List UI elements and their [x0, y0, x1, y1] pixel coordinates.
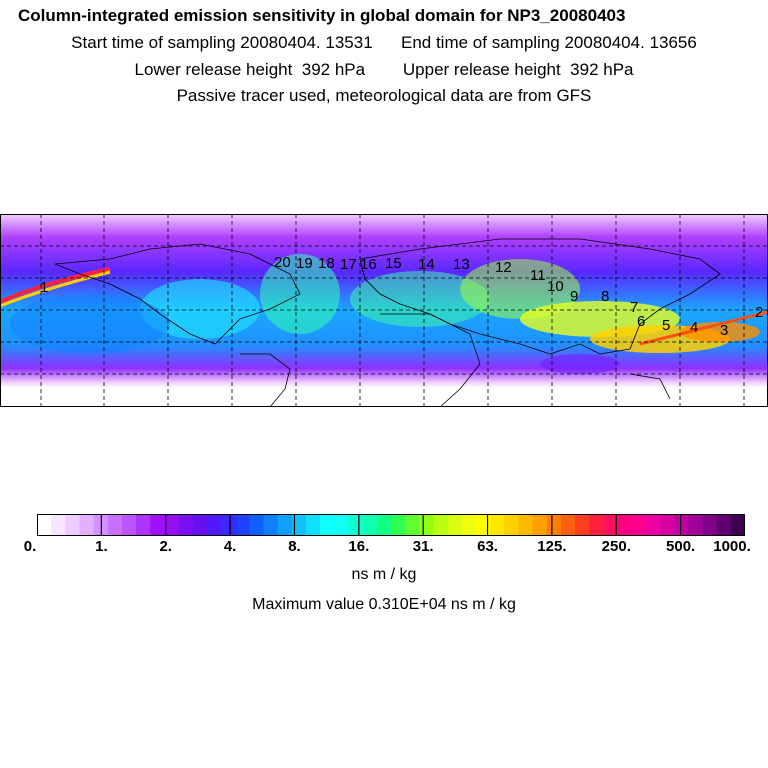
- colorbar-tick-label: 0.: [23, 538, 37, 555]
- colorbar-swatch: [306, 514, 321, 536]
- traj-label-1: 1: [40, 279, 48, 296]
- colorbar-swatch: [206, 514, 222, 536]
- colorbar-swatch: [391, 514, 406, 536]
- colorbar-tick-label: 8.: [288, 538, 301, 555]
- traj-label-18: 18: [318, 255, 335, 272]
- colorbar-tick-label: 500.: [666, 538, 696, 555]
- colorbar-swatch: [263, 514, 279, 536]
- colorbar-swatch: [107, 514, 123, 536]
- colorbar-swatch: [504, 514, 519, 536]
- colorbar-swatch: [490, 514, 505, 536]
- colorbar-swatch: [376, 514, 392, 536]
- traj-label-10: 10: [547, 278, 564, 295]
- traj-label-13: 13: [453, 256, 470, 273]
- colorbar-swatch: [575, 514, 590, 536]
- colorbar-swatch: [546, 514, 562, 536]
- colorbar-swatch: [291, 514, 307, 536]
- colorbar-units: ns m / kg: [351, 566, 417, 583]
- colorbar-tick-label: 125.: [537, 538, 567, 555]
- traj-label-6: 6: [637, 313, 645, 330]
- colorbar-swatch: [121, 514, 137, 536]
- colorbar-swatch: [674, 514, 689, 536]
- traj-label-4: 4: [690, 319, 698, 336]
- traj-label-17: 17: [340, 256, 357, 273]
- colorbar-swatch: [249, 514, 265, 536]
- colorbar-swatch: [405, 514, 420, 536]
- colorbar-swatch: [716, 514, 732, 536]
- colorbar-tick-label: 1.: [95, 538, 108, 555]
- colorbar-swatch: [532, 514, 548, 536]
- colorbar-swatch: [79, 514, 95, 536]
- traj-label-15: 15: [385, 255, 402, 272]
- traj-label-16: 16: [360, 256, 377, 273]
- colorbar-tick-label: 16.: [348, 538, 370, 555]
- traj-label-9: 9: [570, 288, 578, 305]
- colorbar-tick-label: 31.: [412, 538, 434, 555]
- colorbar-swatch: [447, 514, 463, 536]
- emission-sensitivity-map: 1 2 3 4 5 6 7 8 9 10 11 12 13 14 15 16 1…: [0, 214, 768, 407]
- colorbar: [37, 514, 745, 536]
- colorbar-swatch: [51, 514, 66, 536]
- traj-label-5: 5: [662, 317, 670, 334]
- release-heights: Lower release height 392 hPa Upper relea…: [134, 60, 634, 79]
- traj-label-8: 8: [601, 288, 609, 305]
- colorbar-swatch: [150, 514, 165, 536]
- traj-label-12: 12: [495, 259, 512, 276]
- colorbar-swatch: [277, 514, 293, 536]
- colorbar-swatch: [433, 514, 449, 536]
- colorbar-swatch: [518, 514, 534, 536]
- colorbar-swatch: [37, 514, 52, 536]
- colorbar-swatch: [334, 514, 350, 536]
- colorbar-swatch: [192, 514, 208, 536]
- traj-label-7: 7: [630, 299, 638, 316]
- colorbar-swatch: [221, 514, 236, 536]
- colorbar-swatch: [136, 514, 151, 536]
- colorbar-tick-label: 250.: [601, 538, 631, 555]
- colorbar-swatch: [617, 514, 633, 536]
- colorbar-swatch: [560, 514, 576, 536]
- graticule: [0, 214, 768, 407]
- coastlines: [54, 238, 721, 407]
- traj-label-14: 14: [418, 256, 435, 273]
- colorbar-swatch: [645, 514, 661, 536]
- traj-label-2: 2: [755, 304, 763, 321]
- colorbar-tick-label: 4.: [223, 538, 237, 555]
- colorbar-swatch: [235, 514, 250, 536]
- colorbar-swatch: [688, 514, 704, 536]
- colorbar-swatch: [461, 514, 477, 536]
- colorbar-swatch: [362, 514, 378, 536]
- colorbar-swatch: [589, 514, 604, 536]
- colorbar-swatch: [603, 514, 619, 536]
- tracer-note: Passive tracer used, meteorological data…: [176, 86, 592, 105]
- colorbar-swatch: [730, 514, 745, 536]
- colorbar-swatch: [660, 514, 675, 536]
- colorbar-tick-label: 2.: [159, 538, 172, 555]
- colorbar-swatch: [419, 514, 434, 536]
- maximum-value: Maximum value 0.310E+04 ns m / kg: [252, 596, 516, 613]
- colorbar-swatch: [702, 514, 718, 536]
- map-title: Column-integrated emission sensitivity i…: [18, 6, 626, 25]
- colorbar-swatch: [178, 514, 194, 536]
- traj-label-11: 11: [530, 267, 546, 284]
- traj-label-19: 19: [296, 255, 313, 272]
- colorbar-swatch: [65, 514, 80, 536]
- colorbar-swatch: [320, 514, 335, 536]
- colorbar-frame: [37, 514, 745, 536]
- colorbar-swatch: [348, 514, 364, 536]
- sampling-times: Start time of sampling 20080404. 13531 E…: [71, 33, 697, 52]
- colorbar-tick-label: 63.: [477, 538, 498, 555]
- colorbar-swatch: [475, 514, 491, 536]
- colorbar-tick-label: 1000.: [713, 538, 751, 555]
- traj-label-20: 20: [274, 254, 291, 271]
- colorbar-swatch: [164, 514, 180, 536]
- colorbar-swatch: [631, 514, 647, 536]
- traj-label-3: 3: [720, 322, 728, 339]
- trajectory-labels: 1 2 3 4 5 6 7 8 9 10 11 12 13 14 15 16 1…: [40, 254, 763, 339]
